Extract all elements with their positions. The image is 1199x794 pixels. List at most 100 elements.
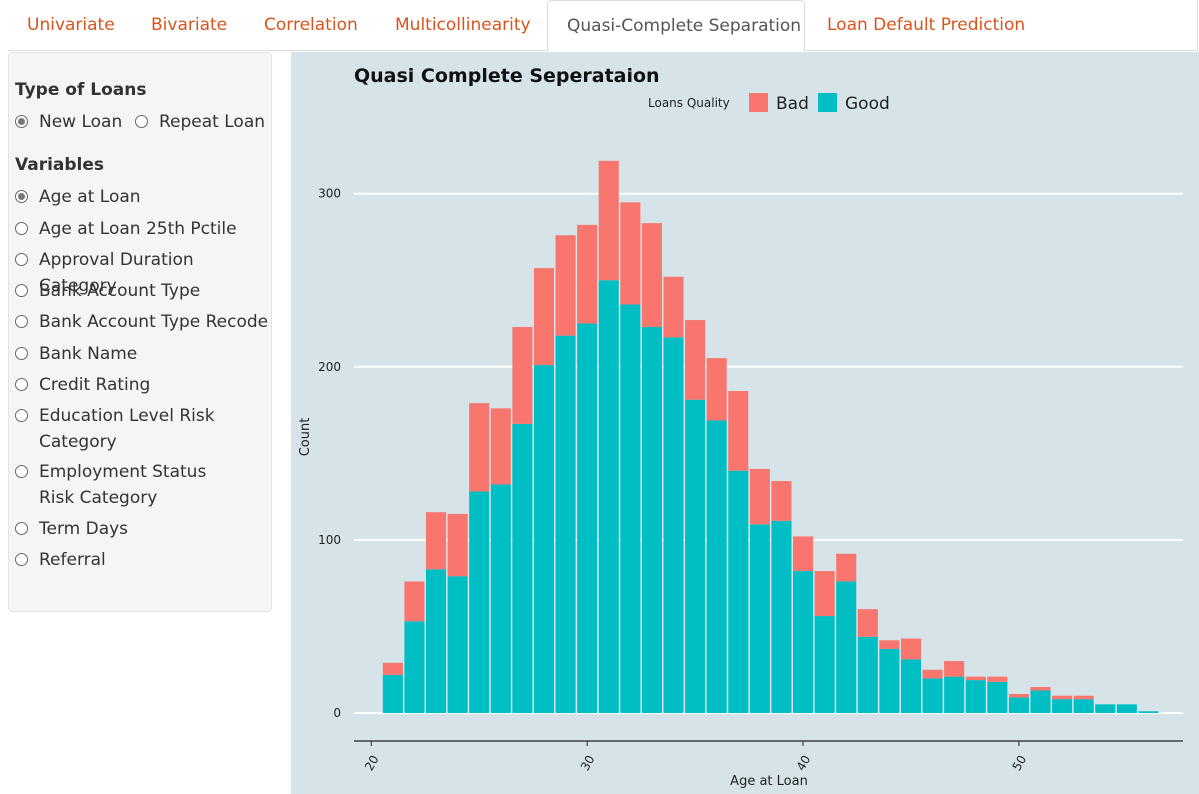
variables-label: Variables bbox=[15, 155, 105, 175]
tab-correlation[interactable]: Correlation bbox=[264, 15, 358, 35]
legend-label-good: Good bbox=[845, 94, 890, 114]
radio-bank-account-type-recode[interactable]: Bank Account Type Recode bbox=[15, 311, 268, 335]
radio-term-days-indicator[interactable] bbox=[15, 522, 28, 535]
radio-repeat-loan-indicator[interactable] bbox=[135, 115, 148, 128]
bar-good bbox=[836, 581, 857, 713]
tab-quasi-complete-separation[interactable]: Quasi-Complete Separation bbox=[547, 0, 805, 52]
radio-bank-name-indicator[interactable] bbox=[15, 347, 28, 360]
bar-bad bbox=[1030, 687, 1051, 691]
radio-new-loan[interactable]: New Loan bbox=[15, 111, 122, 135]
chart-title: Quasi Complete Seperataion bbox=[354, 65, 660, 87]
radio-education-level-risk-category[interactable]: Education Level Risk Category bbox=[15, 405, 235, 455]
radio-education-level-risk-category-label: Education Level Risk Category bbox=[39, 406, 215, 452]
bar-good bbox=[706, 420, 727, 713]
x-axis: 20 30 40 50 bbox=[354, 740, 1183, 773]
bar-bad bbox=[404, 581, 425, 622]
bar-bad bbox=[490, 408, 511, 485]
bar-good bbox=[792, 571, 814, 713]
radio-age-at-loan-25th-pctile-indicator[interactable] bbox=[15, 222, 28, 235]
bar-good bbox=[922, 678, 943, 713]
radio-bank-account-type-label: Bank Account Type bbox=[39, 281, 201, 301]
tab-bar-edge bbox=[1197, 0, 1198, 51]
bar-good bbox=[555, 335, 576, 713]
radio-bank-name[interactable]: Bank Name bbox=[15, 343, 137, 367]
bar-bad bbox=[1008, 693, 1029, 698]
radio-repeat-loan-label: Repeat Loan bbox=[159, 112, 266, 132]
x-tick-label: 40 bbox=[794, 753, 814, 773]
bar-bad bbox=[663, 276, 684, 338]
radio-repeat-loan[interactable]: Repeat Loan bbox=[135, 111, 265, 135]
legend-title: Loans Quality bbox=[648, 96, 730, 110]
bar-bad bbox=[533, 268, 555, 366]
bar-good bbox=[814, 616, 835, 713]
bar-good bbox=[469, 491, 490, 713]
y-tick-label: 300 bbox=[318, 187, 341, 201]
bar-good bbox=[1052, 699, 1073, 713]
tab-multicollinearity[interactable]: Multicollinearity bbox=[395, 15, 531, 35]
bar-good bbox=[987, 681, 1008, 713]
bar-good bbox=[749, 524, 770, 713]
radio-credit-rating-indicator[interactable] bbox=[15, 378, 28, 391]
bar-bad bbox=[1073, 695, 1094, 700]
chart-bars bbox=[382, 160, 1159, 713]
bar-bad bbox=[879, 640, 900, 649]
y-axis-label: Count bbox=[298, 418, 313, 457]
radio-age-at-loan-25th-pctile[interactable]: Age at Loan 25th Pctile bbox=[15, 218, 237, 242]
bar-good bbox=[900, 659, 922, 713]
radio-credit-rating[interactable]: Credit Rating bbox=[15, 374, 150, 398]
radio-term-days[interactable]: Term Days bbox=[15, 518, 128, 542]
bar-good bbox=[857, 636, 878, 713]
bar-good bbox=[944, 676, 965, 713]
radio-age-at-loan-indicator[interactable] bbox=[15, 190, 28, 203]
bar-bad bbox=[641, 223, 662, 327]
radio-approval-duration-category-label: Approval Duration Category bbox=[39, 250, 194, 296]
radio-bank-account-type-recode-indicator[interactable] bbox=[15, 315, 28, 328]
bar-bad bbox=[749, 468, 770, 525]
legend-swatch-good bbox=[818, 93, 837, 112]
bar-bad bbox=[555, 235, 576, 336]
radio-employment-status-risk-category-label: Employment Status Risk Category bbox=[39, 462, 207, 508]
bar-bad bbox=[922, 669, 943, 679]
bar-bad bbox=[382, 662, 403, 675]
radio-new-loan-indicator[interactable] bbox=[15, 115, 28, 128]
tab-bivariate[interactable]: Bivariate bbox=[151, 15, 228, 35]
legend-label-bad: Bad bbox=[776, 94, 809, 114]
bar-bad bbox=[577, 224, 598, 324]
bar-good bbox=[771, 520, 792, 713]
radio-referral-indicator[interactable] bbox=[15, 553, 28, 566]
bar-good bbox=[382, 674, 403, 713]
x-tick-label: 20 bbox=[362, 753, 382, 773]
bar-good bbox=[685, 399, 706, 713]
radio-approval-duration-category-indicator[interactable] bbox=[15, 253, 28, 266]
bar-bad bbox=[706, 358, 727, 421]
bar-bad bbox=[771, 481, 792, 521]
x-axis-label: Age at Loan bbox=[730, 774, 808, 789]
radio-referral[interactable]: Referral bbox=[15, 549, 106, 573]
bar-good bbox=[404, 621, 425, 713]
bar-good bbox=[447, 576, 468, 713]
bar-bad bbox=[425, 512, 447, 570]
radio-new-loan-label: New Loan bbox=[39, 112, 123, 132]
chart-panel: Quasi Complete Seperataion Loans Quality… bbox=[291, 52, 1199, 794]
radio-education-level-risk-category-indicator[interactable] bbox=[15, 409, 28, 422]
sidebar-panel: Type of Loans New Loan Repeat Loan Varia… bbox=[8, 52, 272, 612]
bar-good bbox=[1073, 699, 1094, 713]
tab-loan-default-prediction[interactable]: Loan Default Prediction bbox=[827, 15, 1026, 35]
radio-bank-account-type-indicator[interactable] bbox=[15, 284, 28, 297]
radio-employment-status-risk-category[interactable]: Employment Status Risk Category bbox=[15, 461, 245, 511]
radio-term-days-label: Term Days bbox=[39, 519, 129, 539]
bar-good bbox=[1008, 697, 1029, 713]
radio-bank-account-type-recode-label: Bank Account Type Recode bbox=[39, 312, 269, 332]
bar-bad bbox=[792, 536, 814, 572]
bar-good bbox=[879, 648, 900, 713]
radio-age-at-loan[interactable]: Age at Loan bbox=[15, 186, 141, 210]
tab-univariate[interactable]: Univariate bbox=[27, 15, 115, 35]
x-tick-label: 30 bbox=[578, 753, 598, 773]
radio-approval-duration-category[interactable]: Approval Duration Category bbox=[15, 249, 271, 299]
radio-employment-status-risk-category-indicator[interactable] bbox=[15, 465, 28, 478]
bar-bad bbox=[987, 676, 1008, 682]
bar-good bbox=[598, 280, 619, 713]
bar-bad bbox=[728, 391, 749, 471]
radio-bank-account-type[interactable]: Bank Account Type bbox=[15, 280, 200, 304]
bar-bad bbox=[447, 513, 468, 577]
